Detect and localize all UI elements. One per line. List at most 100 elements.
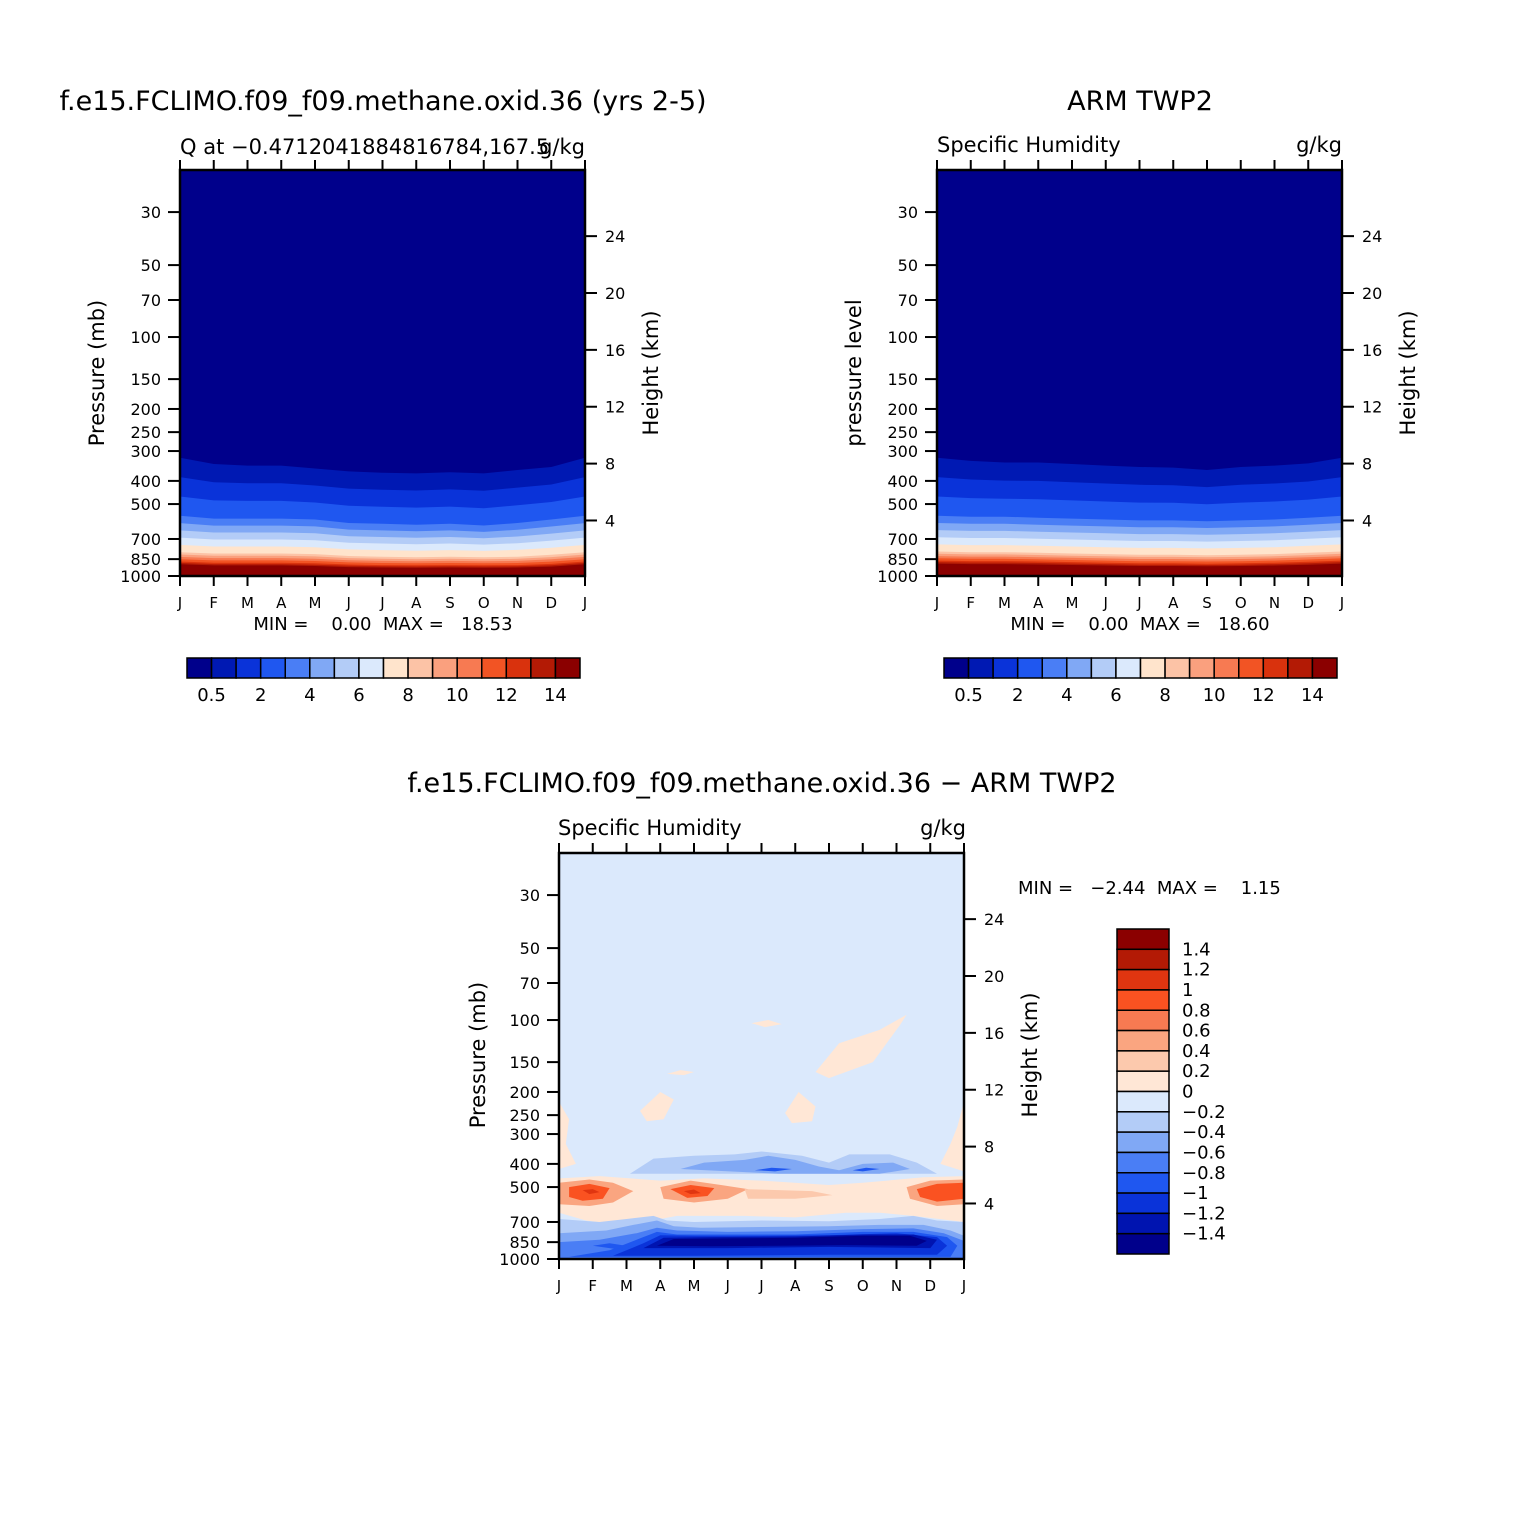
panel-diff-lobe-mid-pos12 (683, 1189, 701, 1195)
panel-model-colorbar-label-3: 6 (353, 685, 364, 706)
panel-diff-band-neg08-b (852, 1167, 880, 1172)
panel-diff-ytick-label-3: 100 (509, 1011, 540, 1030)
panel-obs-contours (937, 170, 1342, 576)
panel-diff-colorbar-label-10: −0.6 (1182, 1142, 1226, 1163)
panel-obs-htick-label-5: 4 (1362, 511, 1372, 530)
panel-obs-ytick-label-4: 150 (887, 370, 918, 389)
panel-obs-ytick-label-6: 250 (887, 423, 918, 442)
panel-obs: ARM TWP2 Specific Humidity g/kg pressure… (842, 86, 1420, 706)
panel-obs-colorbar-box-5 (1066, 657, 1093, 679)
panel-obs-htick-label-4: 8 (1362, 455, 1372, 474)
panel-obs-ytick-label-0: 30 (898, 203, 918, 222)
panel-diff-patch-220-a (640, 1092, 674, 1122)
panel-obs-ytick-label-1: 50 (898, 256, 918, 275)
panel-diff-htick-label-3: 12 (984, 1081, 1004, 1100)
panel-model-htick-label-5: 4 (605, 511, 615, 530)
panel-diff-xtick-label-9: O (857, 1277, 869, 1295)
panel-diff-ytick-label-1: 50 (520, 939, 540, 958)
panel-diff-colorbar-box-0 (1116, 928, 1170, 951)
panel-diff-lobe-mid-pos04 (744, 1189, 833, 1199)
panel-obs-xtick-label-8: S (1202, 594, 1212, 612)
panel-model-xtick-label-8: S (445, 594, 455, 612)
panel-diff-colorbar-label-3: 0.8 (1182, 1000, 1211, 1021)
panel-obs-ylabel: pressure level (842, 299, 866, 446)
panel-diff-lobe-right-pos10 (916, 1182, 964, 1202)
panel-model-xtick-label-9: O (478, 594, 490, 612)
panel-diff-colorbar-label-6: 0.2 (1182, 1061, 1211, 1082)
panel-diff-colorbar-box-10 (1116, 1131, 1170, 1154)
panel-model-xtick-label-1: F (209, 594, 218, 612)
panel-obs-xtick-label-7: A (1168, 594, 1179, 612)
panel-diff-xtick-label-10: N (891, 1277, 902, 1295)
panel-obs-xtick-label-5: J (1103, 594, 1108, 612)
panel-obs-ytick-label-9: 500 (887, 495, 918, 514)
panel-diff-ytick-label-5: 200 (509, 1083, 540, 1102)
panel-model-colorbar-box-11 (456, 657, 483, 679)
panel-diff-ytick-label-0: 30 (520, 886, 540, 905)
panel-obs-colorbar-label-3: 6 (1110, 685, 1121, 706)
panel-model-ytick-label-9: 500 (130, 495, 161, 514)
panel-model-xtick-label-4: M (309, 594, 322, 612)
panel-obs-colorbar-box-6 (1090, 657, 1117, 679)
panel-model-xtick-label-6: J (379, 594, 384, 612)
panel-diff-colorbar-box-5 (1116, 1029, 1170, 1052)
panel-obs-colorbar-label-2: 4 (1061, 685, 1072, 706)
panel-diff-htick-label-0: 24 (984, 910, 1004, 929)
panel-diff-colorbar-label-14: −1.4 (1182, 1224, 1226, 1245)
panel-model-ytick-label-0: 30 (141, 203, 161, 222)
panel-model-colorbar-box-14 (530, 657, 557, 679)
panel-diff-colorbar-box-4 (1116, 1009, 1170, 1032)
panel-model-colorbar-box-4 (284, 657, 311, 679)
panel-model-htick-label-1: 20 (605, 284, 625, 303)
panel-obs-xtick-label-1: F (966, 594, 975, 612)
panel-diff-colorbar-label-12: −1 (1182, 1183, 1209, 1204)
panel-diff-band-neg08-a (754, 1167, 792, 1172)
panel-obs-colorbar-box-0 (943, 657, 970, 679)
panel-obs-colorbar-label-0: 0.5 (954, 685, 983, 706)
panel-obs-colorbar-box-14 (1287, 657, 1314, 679)
panel-model-ytick-label-3: 100 (130, 328, 161, 347)
panel-obs-xtick-label-3: A (1033, 594, 1044, 612)
panel-model-colorbar-box-9 (407, 657, 434, 679)
panel-model-ytick-label-10: 700 (130, 530, 161, 549)
panel-model-xtick-label-12: J (582, 594, 587, 612)
panel-diff-colorbar-box-1 (1116, 948, 1170, 971)
panel-obs-colorbar-box-8 (1139, 657, 1166, 679)
panel-diff-colorbar: 1.41.210.80.60.40.20−0.2−0.4−0.6−0.8−1−1… (1116, 928, 1226, 1255)
panel-diff-colorbar-label-11: −0.8 (1182, 1163, 1226, 1184)
panel-diff-xtick-label-7: A (790, 1277, 801, 1295)
panel-diff-colorbar-label-13: −1.2 (1182, 1203, 1226, 1224)
panel-diff-xtick-label-8: S (824, 1277, 834, 1295)
panel-model: f.e15.FCLIMO.f09_f09.methane.oxid.36 (yr… (59, 86, 706, 706)
panel-obs-colorbar: 0.5 2 4 6 8 10 12 14 (943, 657, 1338, 706)
panel-obs-colorbar-box-2 (992, 657, 1019, 679)
panel-diff-stats: MIN = −2.44 MAX = 1.15 (1018, 878, 1281, 899)
panel-obs-colorbar-box-10 (1188, 657, 1215, 679)
panel-diff-ytick-label-2: 70 (520, 974, 540, 993)
panel-obs-ytick-label-12: 1000 (877, 567, 918, 586)
panel-model-colorbar-box-0 (186, 657, 213, 679)
panel-diff-htick-label-2: 16 (984, 1024, 1004, 1043)
panel-model-band-16 (180, 565, 585, 576)
panel-diff-colorbar-box-12 (1116, 1172, 1170, 1194)
panel-obs-xtick-label-2: M (998, 594, 1011, 612)
panel-diff-xtick-label-1: F (588, 1277, 597, 1295)
panel-diff-htick-label-5: 4 (984, 1194, 994, 1213)
panel-obs-htick-label-2: 16 (1362, 341, 1382, 360)
panel-obs-ytick-label-7: 300 (887, 442, 918, 461)
panel-model-colorbar-box-15 (554, 657, 581, 679)
panel-obs-colorbar-box-3 (1016, 657, 1043, 679)
panel-diff-band-neg04 (680, 1155, 910, 1174)
panel-model-ytick-label-4: 150 (130, 370, 161, 389)
panel-diff-xtick-label-4: M (688, 1277, 701, 1295)
panel-obs-xtick-label-0: J (934, 594, 939, 612)
panel-obs-xtick-label-6: J (1136, 594, 1141, 612)
panel-diff-colorbar-label-8: −0.2 (1182, 1102, 1226, 1123)
panel-obs-colorbar-label-4: 8 (1159, 685, 1170, 706)
panel-obs-title: ARM TWP2 (1067, 86, 1213, 117)
panel-obs-stats: MIN = 0.00 MAX = 18.60 (1010, 614, 1269, 635)
panel-diff-patch-left (559, 1101, 576, 1169)
panel-diff-xtick-label-11: D (924, 1277, 936, 1295)
panel-diff-xtick-label-6: J (758, 1277, 763, 1295)
